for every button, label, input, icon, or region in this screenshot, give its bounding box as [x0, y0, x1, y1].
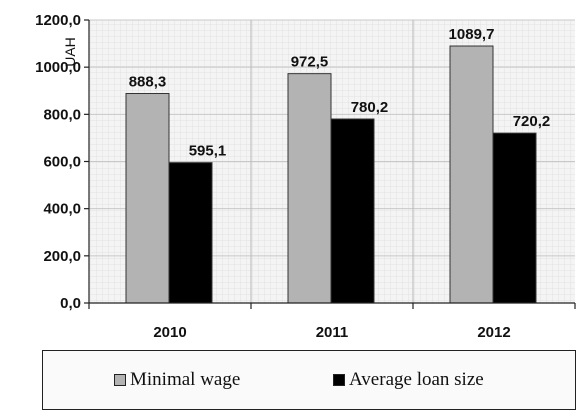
x-tick-label: 2011 [316, 324, 349, 341]
y-tick-label: 600,0 [43, 154, 81, 171]
y-tick-label: 400,0 [43, 201, 81, 218]
legend-label-average-loan-size: Average loan size [349, 369, 484, 390]
axes [84, 19, 576, 309]
y-tick-label: 800,0 [43, 106, 81, 123]
bar-minimal-wage [449, 45, 494, 304]
bar-minimal-wage [125, 93, 170, 304]
bar-chart: 0,0 200,0 400,0 600,0 800,0 1000,0 1200,0 2010… [35, 12, 576, 341]
legend-label-minimal-wage: Minimal wage [130, 369, 241, 390]
data-labels: 888,3 595,1 972,5 780,2 1089,7 720,2 [129, 26, 551, 160]
bars [125, 45, 537, 304]
y-tick-label: 1200,0 [35, 12, 81, 29]
data-label-average-loan-size: 720,2 [513, 113, 551, 130]
y-tick-label: 200,0 [43, 248, 81, 265]
legend-swatch-minimal-wage [114, 374, 126, 386]
bar-average-loan-size [492, 132, 537, 304]
legend-item-average-loan-size: Average loan size [333, 369, 484, 391]
data-label-minimal-wage: 1089,7 [449, 26, 495, 43]
y-tick-label: 1000,0 [35, 59, 81, 76]
bar-average-loan-size [330, 118, 375, 304]
data-label-average-loan-size: 595,1 [189, 143, 227, 160]
legend-item-minimal-wage: Minimal wage [114, 369, 240, 391]
legend-swatch-average-loan-size [333, 374, 345, 386]
x-tick-label: 2010 [153, 324, 186, 341]
legend: Minimal wage Average loan size [42, 350, 576, 410]
x-tick-labels: 2010 2011 2012 [153, 324, 510, 341]
x-tick-label: 2012 [477, 324, 510, 341]
y-tick-label: 0,0 [60, 295, 81, 312]
data-label-minimal-wage: 972,5 [291, 54, 329, 71]
bar-average-loan-size [168, 162, 213, 304]
y-axis-unit: UAH [62, 37, 78, 67]
data-label-average-loan-size: 780,2 [351, 99, 389, 116]
data-label-minimal-wage: 888,3 [129, 74, 167, 91]
bar-minimal-wage [287, 73, 332, 304]
y-tick-labels: 0,0 200,0 400,0 600,0 800,0 1000,0 1200,0 [35, 12, 81, 312]
